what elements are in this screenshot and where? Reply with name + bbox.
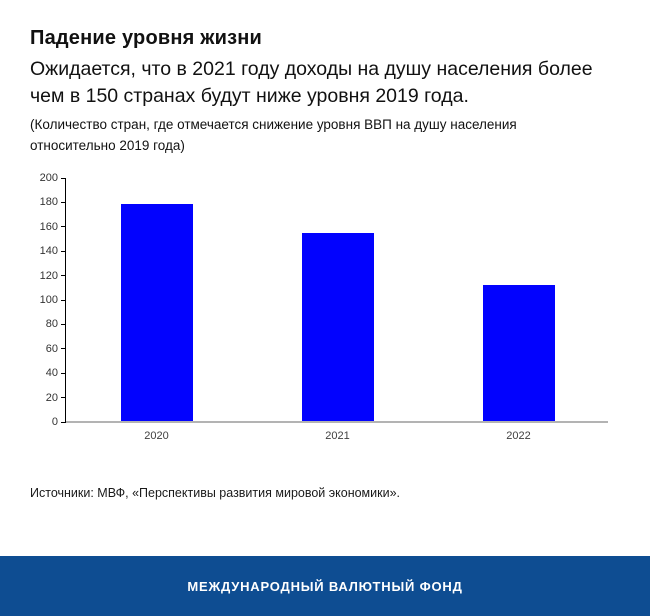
y-axis-tick-label: 120	[39, 269, 58, 282]
y-axis-tick	[61, 421, 66, 423]
y-axis-tick	[61, 226, 66, 228]
y-axis-tick	[61, 201, 66, 203]
y-axis-tick-label: 140	[39, 245, 58, 258]
y-axis-tick-label: 160	[39, 220, 58, 233]
source-note: Источники: МВФ, «Перспективы развития ми…	[30, 486, 401, 500]
x-axis-label-2021: 2021	[325, 430, 350, 442]
x-axis-label-2020: 2020	[144, 430, 169, 442]
bar-2021	[301, 232, 374, 422]
y-axis-tick	[61, 323, 66, 325]
y-axis-tick-label: 0	[51, 416, 58, 428]
x-axis-baseline	[66, 421, 608, 423]
infographic: Падение уровня жизни Ожидается, что в 20…	[0, 26, 650, 500]
y-axis-tick	[61, 299, 66, 301]
bar-chart: 0 20 40 60 80 100 120 140 160 180 200 2020 2021 2022	[30, 172, 620, 448]
y-axis-tick	[61, 177, 66, 179]
chart-subtitle: Ожидается, что в 2021 году доходы на душ…	[30, 58, 593, 107]
x-axis-label-2022: 2022	[506, 430, 531, 442]
y-axis-tick-label: 20	[45, 391, 58, 404]
y-axis-tick	[61, 275, 66, 277]
y-axis-tick-label: 180	[39, 196, 58, 209]
chart-note: (Количество стран, где отмечается снижен…	[30, 117, 517, 153]
imf-wordmark: МЕЖДУНАРОДНЫЙ ВАЛЮТНЫЙ ФОНД	[187, 578, 463, 594]
bar-2022	[482, 285, 555, 422]
page-title: Падение уровня жизни	[30, 27, 263, 49]
y-axis-tick-label: 40	[45, 367, 58, 380]
y-axis-tick-label: 60	[45, 342, 58, 355]
bar-2020	[120, 203, 193, 422]
y-axis-tick	[61, 372, 66, 374]
y-axis-tick-label: 200	[39, 172, 58, 184]
y-axis-tick-label: 100	[39, 294, 58, 306]
y-axis-tick	[61, 397, 66, 399]
y-axis-tick	[61, 348, 66, 350]
y-axis-tick	[61, 250, 66, 252]
plot-area: 0 20 40 60 80 100 120 140 160 180 200 2020 2021 2022	[40, 172, 608, 442]
footer-brand-bar: МЕЖДУНАРОДНЫЙ ВАЛЮТНЫЙ ФОНД	[0, 556, 650, 616]
y-axis-tick-label: 80	[45, 318, 58, 331]
